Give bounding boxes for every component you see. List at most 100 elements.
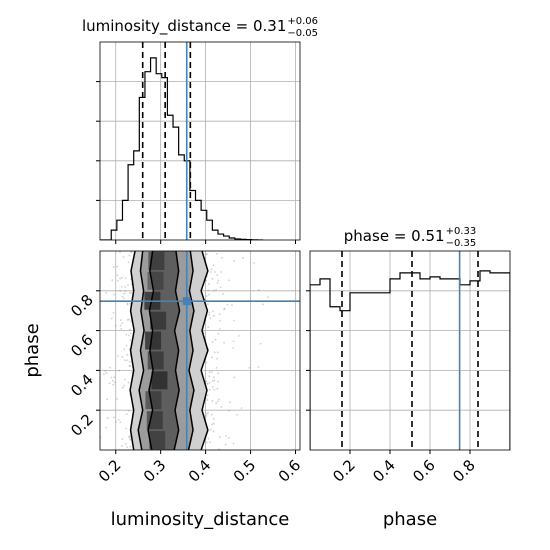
y-tick-label: 0.8 — [67, 291, 97, 321]
scatter-point — [213, 351, 216, 354]
scatter-point — [208, 441, 211, 443]
scatter-point — [208, 313, 211, 316]
scatter-point — [65, 322, 67, 324]
scatter-point — [121, 355, 124, 358]
scatter-point — [123, 297, 125, 300]
scatter-point — [127, 261, 130, 264]
scatter-point — [119, 289, 122, 292]
density-cell — [149, 431, 166, 450]
scatter-point — [128, 435, 131, 438]
scatter-point — [94, 276, 96, 278]
scatter-point — [117, 279, 119, 282]
scatter-point — [117, 355, 119, 357]
scatter-point — [207, 303, 209, 305]
scatter-point — [110, 376, 113, 379]
scatter-point — [209, 428, 212, 431]
scatter-point — [223, 307, 226, 310]
scatter-point — [119, 251, 121, 254]
scatter-point — [126, 446, 129, 449]
scatter-point — [105, 291, 108, 294]
scatter-point — [205, 441, 208, 444]
scatter-point — [124, 286, 127, 288]
scatter-point — [208, 311, 211, 314]
histogram-panel-luminosity-distance — [96, 41, 301, 244]
scatter-point — [129, 437, 131, 440]
scatter-point — [121, 276, 123, 279]
scatter-point — [130, 292, 132, 294]
scatter-point — [126, 302, 129, 305]
scatter-point — [211, 386, 214, 388]
panel-title-main: phase = 0.51 — [344, 227, 445, 245]
scatter-point — [125, 344, 128, 347]
scatter-point — [71, 291, 73, 293]
scatter-point — [215, 402, 218, 405]
scatter-point — [125, 413, 128, 416]
scatter-point — [215, 367, 218, 369]
scatter-point — [125, 443, 127, 445]
x-tick-label: 0.2 — [329, 456, 359, 486]
grid-lines — [310, 251, 510, 450]
scatter-point — [207, 293, 210, 296]
scatter-point — [227, 436, 230, 439]
scatter-point — [220, 271, 222, 273]
scatter-point — [206, 394, 209, 397]
scatter-point — [207, 326, 210, 329]
scatter-point — [95, 390, 97, 392]
scatter-point — [213, 376, 215, 379]
scatter-point — [120, 285, 123, 288]
scatter-point — [125, 427, 128, 430]
scatter-point — [210, 356, 213, 359]
scatter-point — [124, 277, 127, 279]
scatter-point — [119, 324, 122, 327]
scatter-point — [112, 416, 115, 419]
panel-title-sub: −0.35 — [446, 238, 477, 249]
contour-line — [187, 251, 195, 450]
scatter-point — [262, 303, 264, 306]
scatter-point — [257, 289, 260, 291]
panel-title-sup: +0.33 — [446, 226, 477, 237]
scatter-point — [90, 433, 92, 435]
x-tick-label: 0.2 — [95, 456, 125, 486]
scatter-point — [228, 401, 231, 404]
y-tick-label: 0.2 — [67, 410, 97, 440]
scatter-point — [212, 310, 214, 313]
scatter-point — [213, 388, 216, 391]
scatter-point — [223, 341, 225, 344]
scatter-point — [111, 379, 114, 382]
scatter-point — [218, 398, 220, 401]
x-tick-label: 0.3 — [140, 456, 170, 486]
scatter-point — [119, 277, 122, 280]
scatter-point — [130, 251, 133, 253]
scatter-point — [129, 302, 131, 305]
scatter-point — [232, 347, 235, 349]
scatter-point — [120, 445, 123, 447]
scatter-point — [123, 292, 126, 295]
scatter-point — [217, 351, 219, 354]
scatter-point — [205, 295, 208, 297]
density-cell — [150, 311, 167, 330]
scatter-point — [218, 448, 220, 450]
scatter-point — [112, 383, 115, 386]
scatter-point — [122, 256, 125, 259]
panel-frame — [99, 250, 301, 451]
scatter-point — [205, 380, 208, 383]
scatter-point — [212, 422, 215, 425]
scatter-point — [205, 414, 208, 417]
density-cell — [145, 391, 162, 410]
scatter-point — [233, 376, 236, 379]
scatter-point — [207, 411, 209, 414]
scatter-point — [117, 419, 120, 421]
panel-frame — [309, 250, 511, 451]
scatter-point — [206, 382, 209, 385]
scatter-point — [218, 436, 221, 439]
scatter-point — [126, 353, 129, 356]
scatter-point — [218, 313, 221, 315]
x-axis-label: phase — [383, 509, 437, 530]
x-tick-label: 0.6 — [275, 456, 305, 486]
scatter-point — [218, 328, 221, 331]
scatter-point — [129, 445, 132, 448]
scatter-point — [207, 289, 210, 292]
panel-title-phase: phase = 0.51 +0.33−0.35 — [344, 226, 476, 249]
scatter-point — [257, 366, 260, 368]
